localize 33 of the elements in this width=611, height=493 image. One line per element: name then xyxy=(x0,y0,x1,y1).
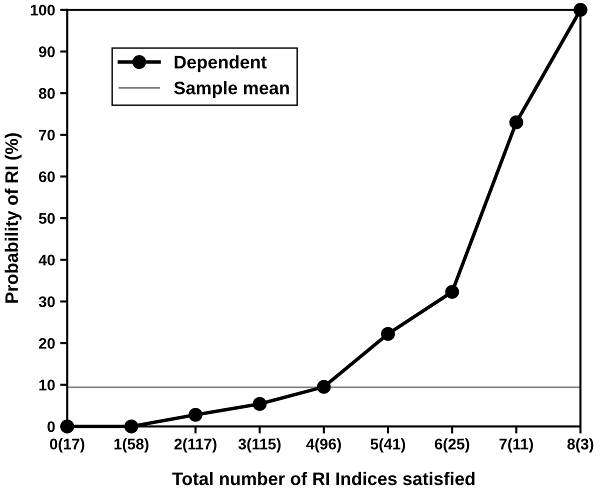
point xyxy=(60,420,74,434)
y-axis-title: Probability of RI (%) xyxy=(4,133,22,303)
point xyxy=(188,408,202,422)
x-tick-label: 7(11) xyxy=(500,438,533,452)
point xyxy=(124,420,138,434)
y-tick-label: 30 xyxy=(38,296,55,308)
point xyxy=(381,327,395,341)
point xyxy=(316,380,331,394)
y-tick-label: 20 xyxy=(38,338,55,349)
x-axis-title: Total number of RI Indices satisfied xyxy=(172,472,474,486)
point xyxy=(445,284,460,299)
point xyxy=(252,397,267,411)
y-tick-label: 80 xyxy=(38,88,55,99)
x-tick-label: 4(96) xyxy=(306,438,341,452)
y-tick-label: 40 xyxy=(38,254,55,266)
x-tick-label: 5(41) xyxy=(370,438,406,452)
y-tick-label: 70 xyxy=(39,130,55,141)
point xyxy=(509,115,524,130)
x-tick-label: 8(3) xyxy=(567,438,594,452)
y-tick-label: 100 xyxy=(30,4,55,16)
y-tick-label: 60 xyxy=(38,171,55,182)
y-tick-label: 0 xyxy=(48,421,55,432)
x-tick-label: 0(17) xyxy=(50,438,84,452)
point xyxy=(574,2,588,17)
y-tick-label: 90 xyxy=(38,46,55,58)
y-tick-label: 10 xyxy=(39,380,55,390)
legend-label: Sample mean xyxy=(174,81,289,98)
legend-label: Dependent xyxy=(174,55,267,72)
x-tick-label: 3(115) xyxy=(238,438,281,452)
x-tick-label: 1(58) xyxy=(114,438,148,452)
y-tick-label: 50 xyxy=(38,213,55,224)
x-tick-label: 2(117) xyxy=(174,438,216,452)
x-tick-label: 6(25) xyxy=(434,438,470,452)
